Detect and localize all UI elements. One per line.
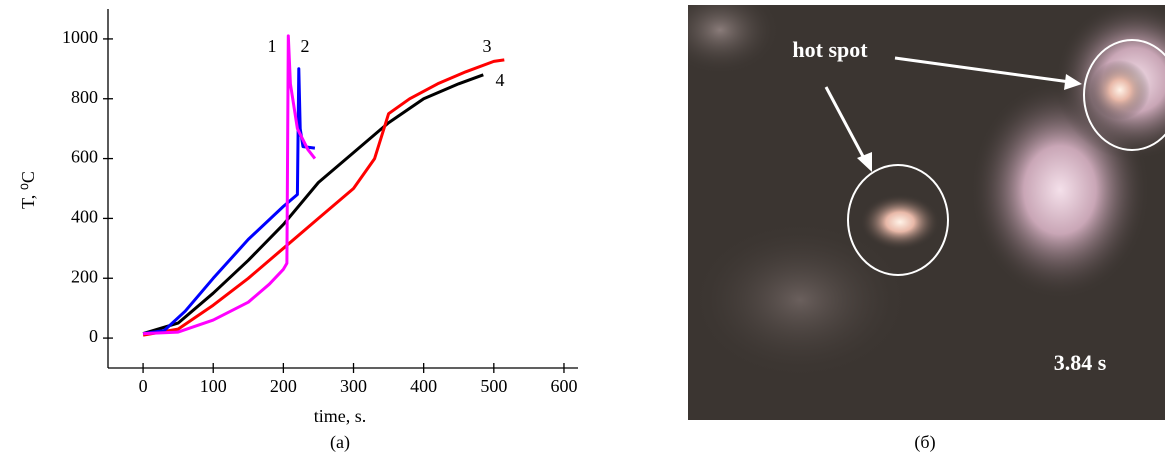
series-line (143, 34, 317, 336)
y-axis-label: T, ⁰C (18, 171, 38, 209)
caption: (б) (914, 432, 935, 453)
series-label: 1 (268, 36, 277, 56)
x-tick-label: 200 (270, 376, 297, 396)
y-tick-label: 800 (71, 87, 98, 107)
x-tick-label: 500 (480, 376, 507, 396)
series-label: 4 (496, 70, 505, 90)
x-tick-label: 0 (139, 376, 148, 396)
y-tick-label: 0 (89, 326, 98, 346)
x-tick-label: 100 (200, 376, 227, 396)
photo (688, 5, 1165, 420)
series-line (142, 73, 484, 336)
y-tick-label: 400 (71, 207, 98, 227)
x-tick-label: 600 (550, 376, 577, 396)
series-line (142, 58, 505, 337)
series-label: 2 (301, 36, 310, 56)
caption: (a) (330, 432, 350, 453)
y-tick-label: 1000 (62, 27, 98, 47)
timestamp: 3.84 s (1054, 350, 1107, 375)
y-tick-label: 200 (71, 266, 98, 286)
x-tick-label: 400 (410, 376, 437, 396)
y-tick-label: 600 (71, 147, 98, 167)
x-tick-label: 300 (340, 376, 367, 396)
annotation: hot spot (792, 37, 868, 62)
series-label: 3 (483, 36, 492, 56)
x-axis-label: time, s. (314, 406, 367, 426)
